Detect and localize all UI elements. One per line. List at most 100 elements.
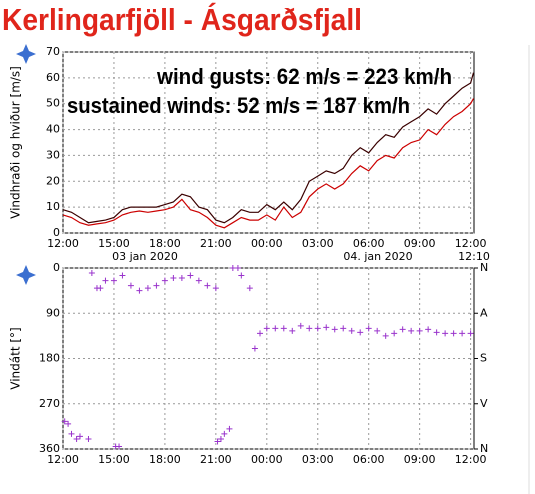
point bbox=[97, 285, 104, 292]
icon bbox=[16, 44, 36, 285]
point bbox=[88, 270, 95, 277]
point bbox=[195, 277, 202, 284]
date-label: 03 jan 2020 bbox=[112, 250, 178, 263]
point bbox=[357, 329, 364, 336]
x-tick-label: 00:00 bbox=[251, 237, 283, 250]
point bbox=[61, 418, 68, 425]
point bbox=[170, 275, 177, 282]
point bbox=[187, 272, 194, 279]
point bbox=[272, 325, 279, 332]
x-tick-label: 12:00 bbox=[455, 453, 487, 466]
point bbox=[76, 433, 83, 440]
chart-title: Kerlingarfjöll - Ásgarðsfjall bbox=[2, 2, 362, 37]
line bbox=[62, 72, 475, 224]
point bbox=[110, 277, 117, 284]
point bbox=[221, 430, 228, 437]
y-tick-label: 270 bbox=[39, 397, 60, 410]
x-tick-label: 12:00 bbox=[455, 237, 487, 250]
point bbox=[425, 326, 432, 333]
point bbox=[246, 285, 253, 292]
y-tick-label: 30 bbox=[46, 148, 60, 161]
x-tick-label: 21:00 bbox=[200, 453, 232, 466]
point bbox=[263, 325, 270, 332]
y2-tick-label: A bbox=[480, 306, 488, 319]
point bbox=[116, 443, 123, 450]
point bbox=[416, 327, 423, 334]
point bbox=[214, 438, 221, 445]
point bbox=[68, 430, 75, 437]
point bbox=[178, 275, 185, 282]
point bbox=[374, 327, 381, 334]
y2-tick-label: S bbox=[480, 352, 487, 365]
point bbox=[73, 435, 80, 442]
y-tick-label: 0 bbox=[53, 226, 60, 239]
point bbox=[433, 329, 440, 336]
y-tick-label: 10 bbox=[46, 200, 60, 213]
x-tick-label: 06:00 bbox=[353, 453, 385, 466]
point bbox=[153, 282, 160, 289]
point bbox=[280, 325, 287, 332]
point bbox=[331, 326, 338, 333]
point bbox=[408, 327, 415, 334]
x-tick-label: 15:00 bbox=[98, 453, 130, 466]
y2-tick-label: N bbox=[480, 442, 488, 455]
x-tick-label: 12:00 bbox=[47, 453, 79, 466]
x-tick-label: 15:00 bbox=[98, 237, 130, 250]
point bbox=[314, 325, 321, 332]
y-tick-label: 180 bbox=[39, 352, 60, 365]
point bbox=[161, 277, 168, 284]
point bbox=[212, 285, 219, 292]
point bbox=[238, 272, 245, 279]
line bbox=[62, 98, 475, 229]
y-tick-label: 20 bbox=[46, 174, 60, 187]
point bbox=[65, 420, 72, 427]
point bbox=[251, 345, 258, 352]
point bbox=[382, 332, 389, 339]
point bbox=[459, 330, 466, 337]
point bbox=[144, 285, 151, 292]
y-tick-label: 50 bbox=[46, 97, 60, 110]
point bbox=[306, 325, 313, 332]
x-tick-label: 21:00 bbox=[200, 237, 232, 250]
point bbox=[127, 282, 134, 289]
x-tick-label: 18:00 bbox=[149, 453, 181, 466]
point bbox=[323, 324, 330, 331]
point bbox=[442, 330, 449, 337]
point bbox=[289, 327, 296, 334]
y-tick-label: 90 bbox=[46, 306, 60, 319]
point bbox=[365, 325, 372, 332]
point bbox=[234, 265, 241, 271]
point bbox=[204, 282, 211, 289]
y-axis-label: Vindhraði og hviður [m/s] bbox=[9, 66, 23, 219]
x-tick-label: 12:00 bbox=[47, 237, 79, 250]
point bbox=[119, 272, 126, 279]
date-label: 04. jan 2020 bbox=[343, 250, 412, 263]
point bbox=[226, 425, 233, 432]
x-tick-label: 18:00 bbox=[149, 237, 181, 250]
y-axis-label: Vindátt [°] bbox=[9, 327, 23, 389]
point bbox=[348, 327, 355, 334]
point bbox=[297, 322, 304, 329]
x-tick-label: 06:00 bbox=[353, 237, 385, 250]
point bbox=[85, 435, 92, 442]
y2-tick-label: N bbox=[480, 261, 488, 274]
x-tick-label: 00:00 bbox=[251, 453, 283, 466]
y-tick-label: 60 bbox=[46, 71, 60, 84]
y2-tick-label: V bbox=[480, 397, 488, 410]
y-tick-label: 70 bbox=[46, 45, 60, 58]
point bbox=[391, 330, 398, 337]
point bbox=[102, 277, 109, 284]
point bbox=[229, 265, 236, 271]
point bbox=[257, 330, 264, 337]
y-tick-label: 0 bbox=[53, 261, 60, 274]
x-tick-label: 09:00 bbox=[404, 237, 436, 250]
point bbox=[136, 287, 143, 294]
date-label: 12:10 bbox=[458, 250, 490, 263]
y-tick-label: 40 bbox=[46, 123, 60, 136]
point bbox=[467, 330, 474, 337]
point bbox=[340, 325, 347, 332]
x-tick-label: 03:00 bbox=[302, 453, 334, 466]
point bbox=[217, 435, 224, 442]
y-tick-label: 360 bbox=[39, 442, 60, 455]
